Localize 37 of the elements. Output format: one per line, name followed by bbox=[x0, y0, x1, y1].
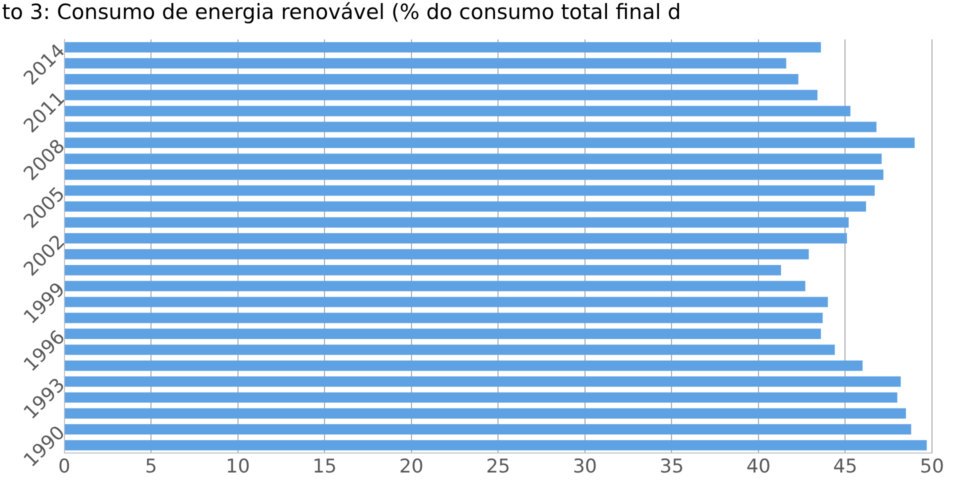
x-tick-label: 25 bbox=[486, 456, 510, 478]
chart-title: to 3: Consumo de energia renovável (% do consumo total final d bbox=[1, 0, 682, 26]
bar bbox=[64, 154, 882, 164]
bar bbox=[64, 233, 847, 244]
bar bbox=[64, 201, 866, 212]
bar bbox=[64, 185, 875, 196]
x-tick-label: 20 bbox=[399, 456, 424, 478]
x-tick-label: 40 bbox=[746, 456, 771, 478]
bar bbox=[64, 217, 849, 228]
bar bbox=[64, 265, 782, 276]
x-tick-label: 45 bbox=[833, 456, 858, 478]
bar bbox=[64, 74, 798, 84]
x-tick-label: 30 bbox=[572, 456, 598, 478]
x-tick-label: 5 bbox=[145, 456, 158, 478]
bar bbox=[64, 106, 850, 116]
x-tick-label: 10 bbox=[226, 456, 250, 478]
bar bbox=[64, 138, 915, 148]
bar bbox=[64, 90, 818, 100]
bar bbox=[64, 392, 898, 403]
x-tick-label: 35 bbox=[660, 456, 684, 478]
bar bbox=[64, 58, 786, 68]
bar bbox=[64, 312, 823, 324]
bar bbox=[64, 360, 863, 371]
bar bbox=[64, 280, 806, 292]
bar bbox=[64, 376, 901, 387]
bar bbox=[64, 249, 809, 260]
bar bbox=[64, 424, 912, 434]
x-tick-label: 50 bbox=[920, 456, 944, 478]
bar bbox=[64, 408, 906, 419]
bar bbox=[64, 170, 884, 180]
bar bbox=[64, 344, 835, 355]
x-tick-label: 15 bbox=[312, 456, 337, 478]
bar bbox=[64, 296, 828, 308]
bar bbox=[64, 122, 876, 132]
bar bbox=[64, 42, 821, 53]
bar bbox=[64, 440, 927, 450]
bar bbox=[64, 328, 821, 340]
